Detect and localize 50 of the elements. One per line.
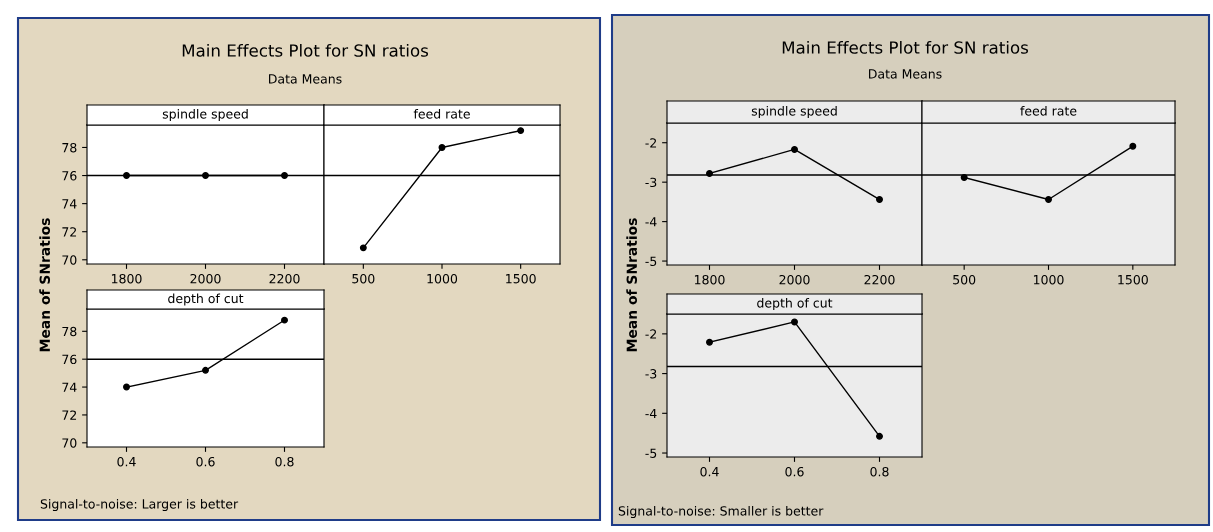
x-axis-title: feed rate (413, 108, 470, 119)
x-tick-label: 1800 (694, 274, 725, 285)
y-tick-label: -5 (645, 256, 657, 266)
y-tick-label: -3 (645, 177, 657, 188)
x-tick-label: 0.4 (700, 466, 719, 477)
x-tick-label: 1000 (427, 273, 458, 284)
x-axis-title: feed rate (1020, 105, 1077, 116)
y-tick-label: 72 (62, 227, 77, 237)
x-tick-label: 0.4 (117, 456, 136, 467)
y-tick-label: 70 (62, 255, 77, 265)
y-tick-label: -4 (645, 217, 657, 227)
x-tick-label: 2200 (864, 274, 895, 285)
x-axis-title: spindle speed (162, 108, 248, 122)
chart-title: Main Effects Plot for SN ratios (782, 40, 1029, 54)
x-tick-label: 500 (352, 273, 375, 284)
x-tick-label: 2000 (190, 273, 221, 284)
x-tick-label: 0.8 (275, 456, 294, 467)
chart-subtitle: Data Means (269, 74, 342, 84)
y-tick-label: 74 (62, 382, 77, 392)
x-tick-label: 0.6 (785, 466, 804, 477)
text: Signal-to-noise: Smaller is better (618, 505, 824, 519)
y-tick-label: 70 (62, 438, 77, 448)
text: Signal-to-noise: Larger is better (40, 498, 239, 512)
y-tick-label: -2 (645, 138, 657, 148)
y-tick-label: -4 (645, 408, 657, 419)
x-tick-label: 1000 (1033, 274, 1064, 285)
y-tick-label: -3 (645, 369, 657, 379)
x-tick-label: 1500 (506, 273, 536, 284)
x-tick-label: 500 (953, 274, 976, 285)
x-axis-title: depth of cut (757, 297, 833, 311)
x-axis-title: depth of cut (168, 293, 244, 306)
y-axis-title: Mean of SNratios (626, 218, 638, 352)
y-tick-label: 76 (62, 354, 77, 365)
y-tick-label: 74 (62, 199, 77, 209)
x-tick-label: 1800 (111, 273, 142, 284)
x-tick-label: 0.8 (870, 466, 889, 477)
x-axis-title: spindle speed (751, 105, 837, 119)
y-tick-label: 76 (62, 171, 77, 181)
y-tick-label: -2 (645, 329, 657, 339)
x-tick-label: 2200 (269, 273, 300, 284)
y-tick-label: 78 (62, 326, 77, 337)
x-tick-label: 1500 (1118, 274, 1148, 285)
x-tick-label: 0.6 (196, 456, 215, 467)
chart-subtitle: Data Means (869, 69, 942, 79)
y-tick-label: -5 (645, 448, 657, 458)
y-axis-title: Mean of SNratios (39, 218, 51, 352)
chart-title: Main Effects Plot for SN ratios (182, 43, 429, 57)
x-tick-label: 2000 (779, 274, 810, 285)
y-tick-label: 78 (62, 142, 77, 153)
y-tick-label: 72 (62, 410, 77, 420)
